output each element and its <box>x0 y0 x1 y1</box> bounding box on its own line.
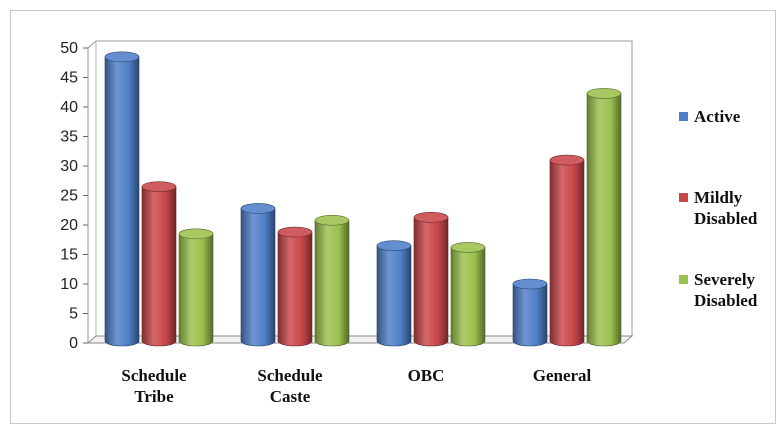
y-tick-label: 50 <box>60 40 78 57</box>
bar-body <box>586 93 622 347</box>
legend-swatch <box>679 193 688 202</box>
bar-body <box>376 245 412 347</box>
bar-top <box>376 240 412 251</box>
x-category-label: Schedule Tribe <box>121 366 187 406</box>
bar <box>450 242 486 347</box>
y-tick-label: 10 <box>60 276 78 293</box>
bar-body <box>549 159 585 347</box>
legend-entry: Mildly Disabled <box>694 188 758 228</box>
y-tick-label: 0 <box>69 335 78 352</box>
bar-body <box>512 283 548 347</box>
bar-top <box>450 242 486 253</box>
y-tick-label: 5 <box>69 306 78 323</box>
bar <box>240 203 276 347</box>
y-tick-label: 20 <box>60 217 78 234</box>
bar-top <box>277 226 313 238</box>
bar-body <box>314 219 350 347</box>
bar-top <box>549 154 585 166</box>
bar-body <box>240 208 276 347</box>
bar-top <box>512 278 548 290</box>
bar-body <box>141 186 177 347</box>
bar-body <box>450 247 486 347</box>
bar-top <box>413 212 449 223</box>
bar <box>277 226 313 347</box>
bar <box>413 212 449 347</box>
y-tick-label: 35 <box>60 129 78 146</box>
bar-body <box>277 231 313 347</box>
legend-entry: Severely Disabled <box>694 270 758 310</box>
legend-swatch <box>679 112 688 121</box>
bar-top <box>178 228 214 240</box>
y-tick-label: 15 <box>60 247 78 264</box>
bar <box>376 240 412 347</box>
bar-body <box>413 217 449 347</box>
bar-top <box>314 214 350 226</box>
bar <box>104 51 140 347</box>
x-category-label: General <box>533 366 592 385</box>
bar <box>512 278 548 347</box>
bar-top <box>240 203 276 214</box>
x-axis-labels: Schedule Tribe Schedule Caste OBC General <box>121 366 591 406</box>
bar <box>549 154 585 347</box>
y-tick-label: 30 <box>60 158 78 175</box>
legend-entry: Active <box>694 107 741 126</box>
x-category-label: Schedule Caste <box>257 366 323 406</box>
bar <box>314 214 350 347</box>
bar-body <box>178 233 214 347</box>
y-tick-label: 40 <box>60 99 78 116</box>
y-axis-ticks: 0 5 10 15 20 25 30 35 40 45 50 <box>60 40 88 352</box>
bar <box>586 88 622 347</box>
bar-top <box>586 88 622 99</box>
legend: Active Mildly Disabled Severely Disabled <box>679 107 758 310</box>
bar-body <box>104 56 140 347</box>
bar <box>141 181 177 347</box>
bars <box>104 51 622 347</box>
y-tick-label: 45 <box>60 70 78 87</box>
bar <box>178 228 214 347</box>
y-tick-label: 25 <box>60 188 78 205</box>
legend-swatch <box>679 275 688 284</box>
bar-top <box>104 51 140 63</box>
bar-top <box>141 181 177 192</box>
x-category-label: OBC <box>408 366 445 385</box>
